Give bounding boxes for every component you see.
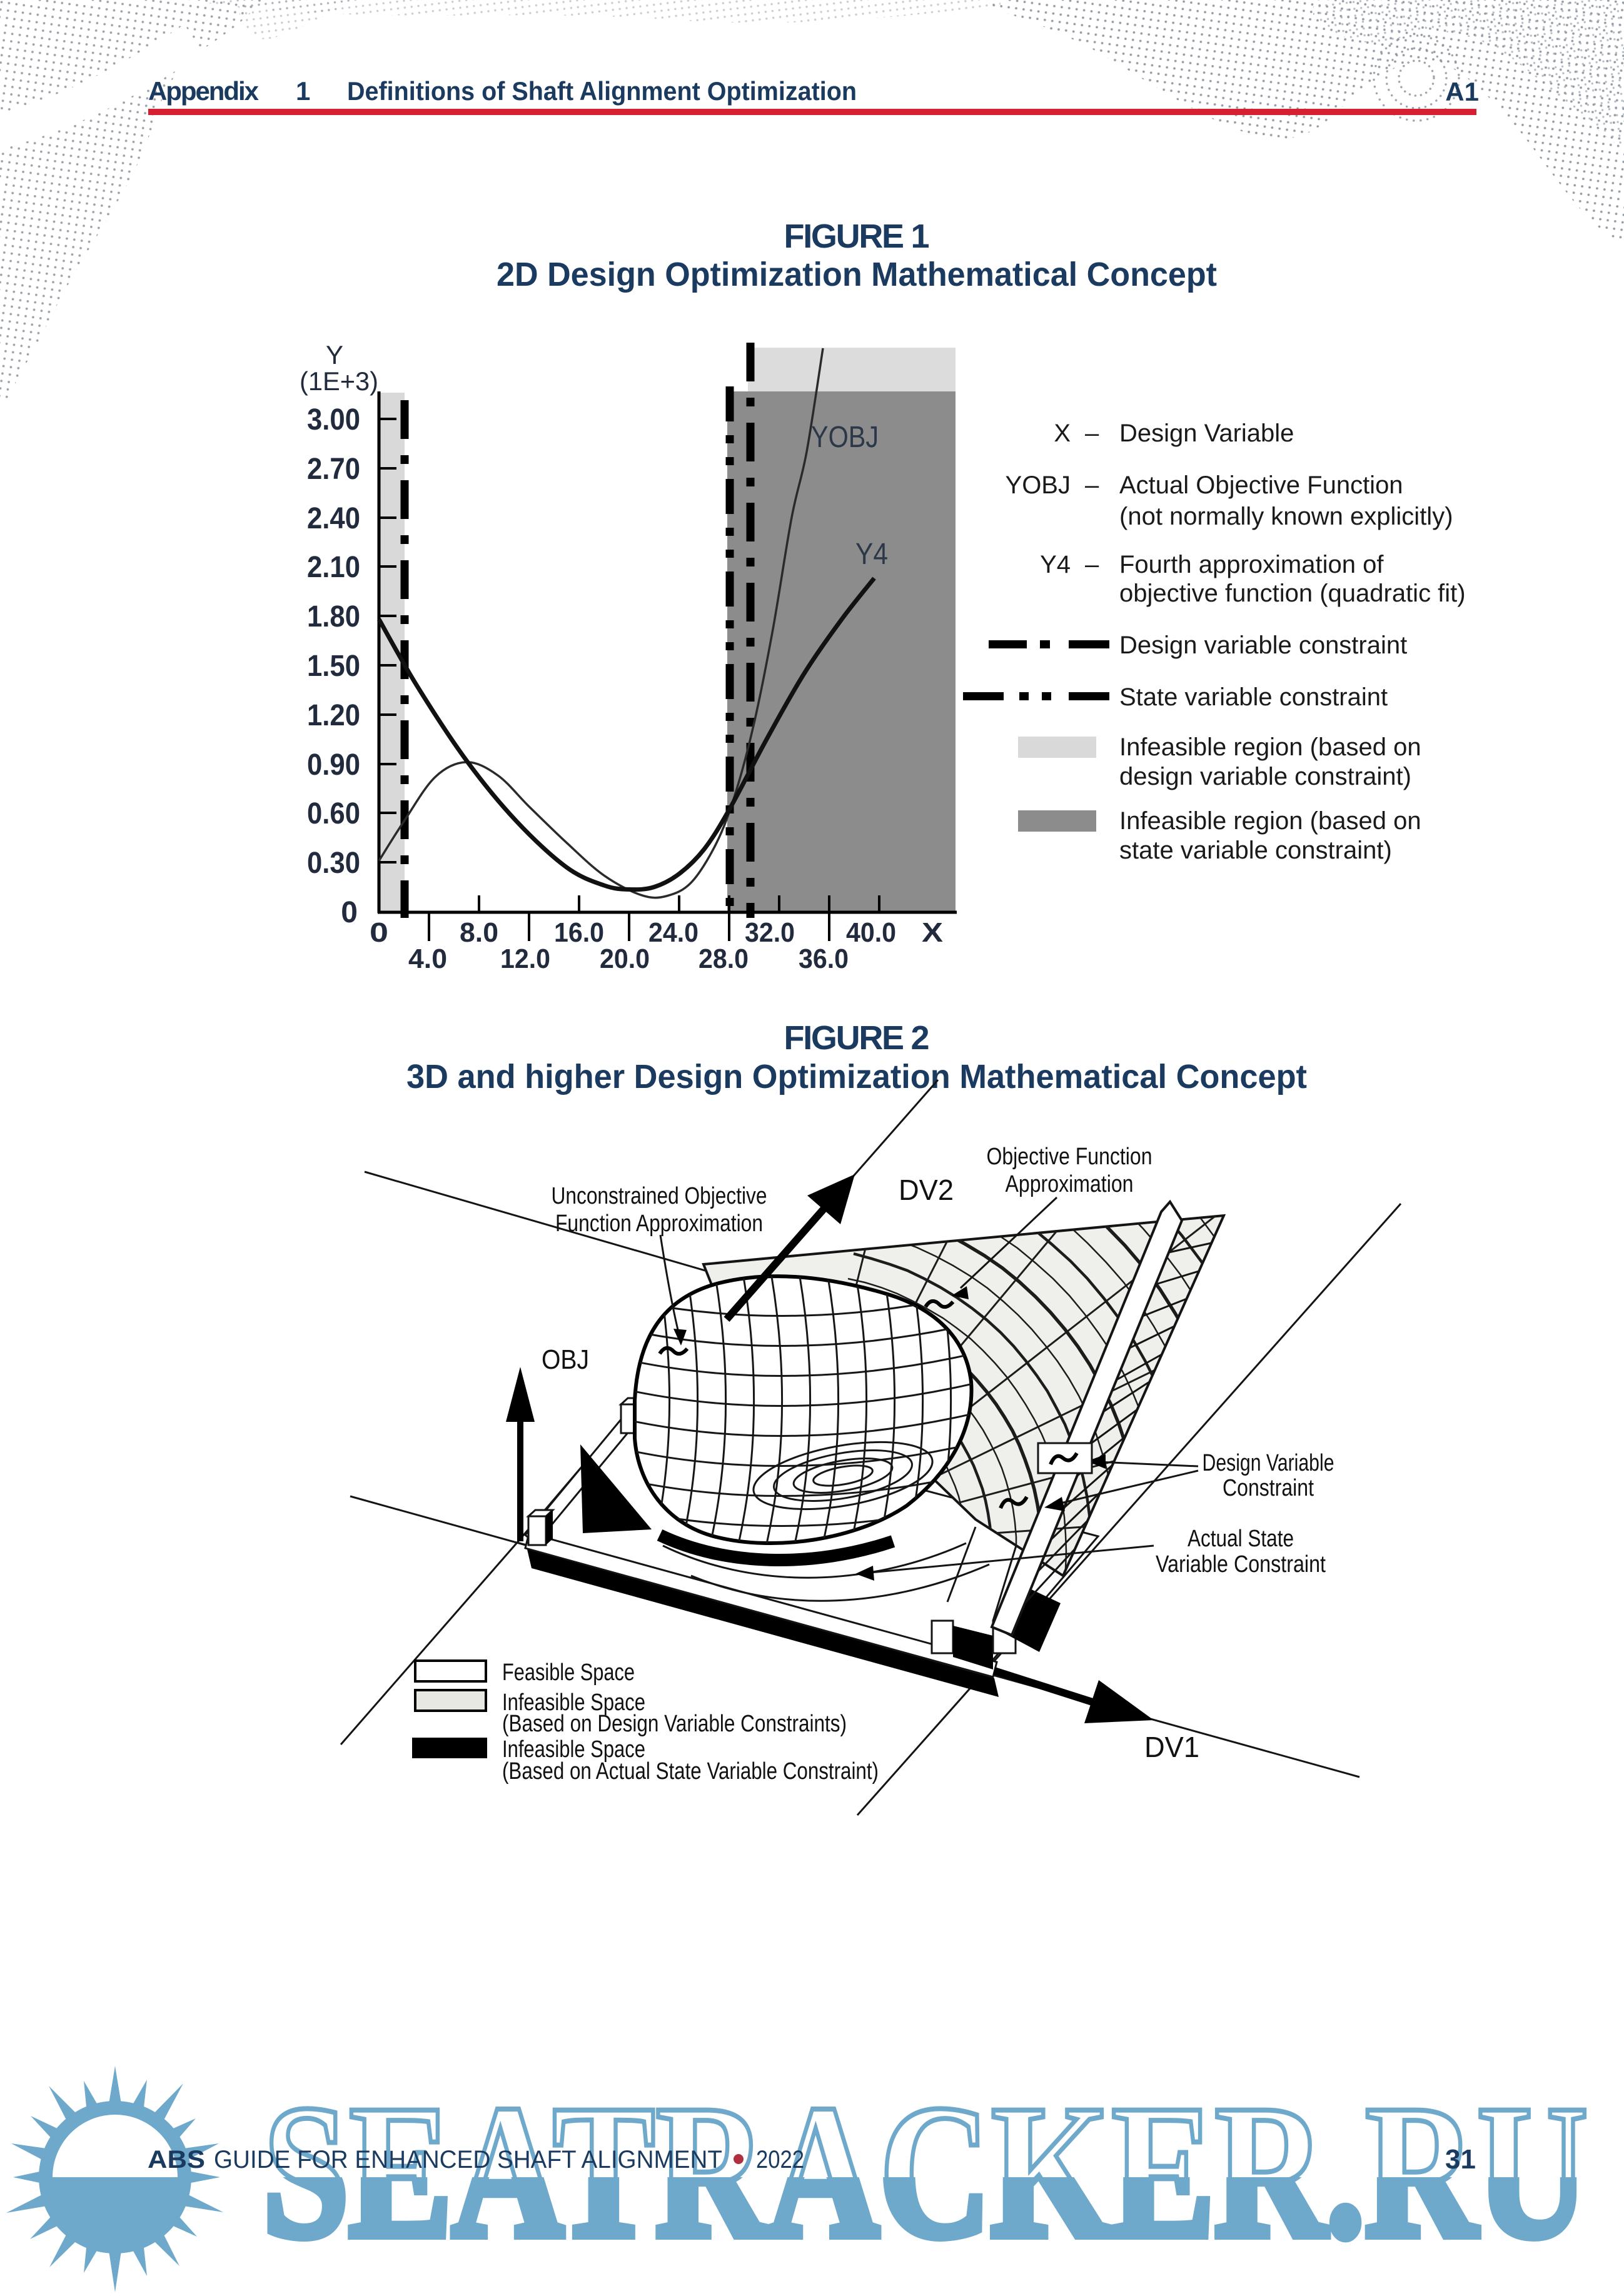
svg-text:X: X bbox=[1054, 420, 1071, 447]
svg-text:Feasible Space: Feasible Space bbox=[502, 1659, 635, 1686]
svg-text:–: – bbox=[1085, 551, 1099, 578]
svg-text:4.0: 4.0 bbox=[408, 944, 447, 974]
svg-text:0.30: 0.30 bbox=[307, 847, 360, 880]
svg-text:Function Approximation: Function Approximation bbox=[555, 1211, 763, 1237]
svg-text:Y: Y bbox=[326, 340, 343, 370]
svg-text:1.80: 1.80 bbox=[307, 600, 360, 633]
svg-text:Appendix: Appendix bbox=[148, 76, 260, 106]
svg-text:(1E+3): (1E+3) bbox=[300, 366, 378, 396]
svg-text:0: 0 bbox=[341, 896, 358, 929]
svg-text:X: X bbox=[922, 917, 943, 948]
svg-text:Variable Constraint: Variable Constraint bbox=[1156, 1551, 1326, 1578]
svg-text:40.0: 40.0 bbox=[846, 917, 896, 948]
svg-text:8.0: 8.0 bbox=[460, 917, 498, 948]
svg-text:A1: A1 bbox=[1445, 77, 1479, 106]
svg-text:Infeasible Space: Infeasible Space bbox=[502, 1736, 645, 1763]
svg-text:32.0: 32.0 bbox=[745, 917, 795, 948]
svg-text:Constraint: Constraint bbox=[1223, 1475, 1314, 1501]
svg-text:Actual State: Actual State bbox=[1188, 1526, 1294, 1552]
svg-text:(not normally known explicitly: (not normally known explicitly) bbox=[1119, 503, 1453, 530]
svg-text:SEATRACKER.RU: SEATRACKER.RU bbox=[263, 2065, 1588, 2277]
svg-text:(Based on Actual State Variabl: (Based on Actual State Variable Constrai… bbox=[502, 1758, 879, 1785]
svg-text:1.20: 1.20 bbox=[307, 699, 360, 732]
svg-text:–: – bbox=[1085, 471, 1099, 499]
svg-text:FIGURE 2: FIGURE 2 bbox=[784, 1019, 930, 1057]
svg-text:State variable constraint: State variable constraint bbox=[1119, 683, 1388, 711]
svg-text:1.50: 1.50 bbox=[307, 650, 360, 683]
svg-text:Definitions of Shaft Alignment: Definitions of Shaft Alignment Optimizat… bbox=[347, 76, 857, 106]
svg-text:YOBJ: YOBJ bbox=[1006, 471, 1071, 499]
svg-text:design variable constraint): design variable constraint) bbox=[1119, 763, 1411, 790]
svg-text:Y4: Y4 bbox=[855, 538, 888, 571]
svg-text:12.0: 12.0 bbox=[500, 944, 550, 974]
svg-text:2D Design Optimization Mathema: 2D Design Optimization Mathematical Conc… bbox=[497, 256, 1217, 293]
svg-text:Approximation: Approximation bbox=[1006, 1171, 1134, 1197]
svg-text:2022: 2022 bbox=[756, 2146, 804, 2173]
svg-text:Design Variable: Design Variable bbox=[1203, 1450, 1334, 1476]
svg-text:2.40: 2.40 bbox=[307, 502, 360, 535]
svg-text:28.0: 28.0 bbox=[699, 944, 749, 974]
svg-text:–: – bbox=[1085, 420, 1099, 447]
svg-text:DV1: DV1 bbox=[1144, 1731, 1199, 1763]
svg-text:state variable constraint): state variable constraint) bbox=[1119, 837, 1392, 864]
svg-text:FIGURE 1: FIGURE 1 bbox=[784, 218, 930, 255]
svg-text:3.00: 3.00 bbox=[307, 403, 360, 436]
svg-text:2.70: 2.70 bbox=[307, 453, 360, 486]
svg-text:20.0: 20.0 bbox=[600, 944, 650, 974]
svg-text:31: 31 bbox=[1445, 2144, 1476, 2175]
svg-text:16.0: 16.0 bbox=[554, 917, 604, 948]
svg-text:Infeasible region (based on: Infeasible region (based on bbox=[1119, 807, 1421, 835]
svg-text:Design variable constraint: Design variable constraint bbox=[1119, 632, 1407, 659]
svg-text:Infeasible region (based on: Infeasible region (based on bbox=[1119, 733, 1421, 761]
svg-text:36.0: 36.0 bbox=[799, 944, 849, 974]
svg-text:YOBJ: YOBJ bbox=[811, 421, 879, 454]
svg-text:(Based on Design Variable Cons: (Based on Design Variable Constraints) bbox=[502, 1711, 847, 1737]
svg-text:GUIDE FOR ENHANCED SHAFT ALIGN: GUIDE FOR ENHANCED SHAFT ALIGNMENT bbox=[214, 2146, 722, 2173]
svg-text:Y4: Y4 bbox=[1040, 551, 1071, 578]
svg-text:DV2: DV2 bbox=[899, 1174, 954, 1206]
svg-text:Unconstrained Objective: Unconstrained Objective bbox=[552, 1183, 767, 1209]
svg-text:2.10: 2.10 bbox=[307, 551, 360, 584]
svg-text:Objective Function: Objective Function bbox=[987, 1144, 1152, 1170]
svg-text:Design Variable: Design Variable bbox=[1119, 420, 1294, 447]
svg-text:ABS: ABS bbox=[148, 2146, 205, 2173]
svg-text:OBJ: OBJ bbox=[542, 1344, 589, 1375]
svg-text:Actual Objective Function: Actual Objective Function bbox=[1119, 471, 1403, 499]
svg-text:3D and higher Design Optimizat: 3D and higher Design Optimization Mathem… bbox=[406, 1058, 1307, 1095]
svg-text:Fourth approximation of: Fourth approximation of bbox=[1119, 551, 1384, 578]
svg-text:Infeasible Space: Infeasible Space bbox=[502, 1689, 645, 1716]
svg-text:0: 0 bbox=[370, 917, 388, 948]
svg-text:SEATRACKER.RU: SEATRACKER.RU bbox=[263, 2065, 1588, 2277]
svg-text:objective function (quadratic: objective function (quadratic fit) bbox=[1119, 580, 1466, 607]
svg-text:0.60: 0.60 bbox=[307, 797, 360, 830]
svg-text:0.90: 0.90 bbox=[307, 748, 360, 782]
svg-text:1: 1 bbox=[296, 76, 310, 106]
svg-text:24.0: 24.0 bbox=[648, 917, 699, 948]
